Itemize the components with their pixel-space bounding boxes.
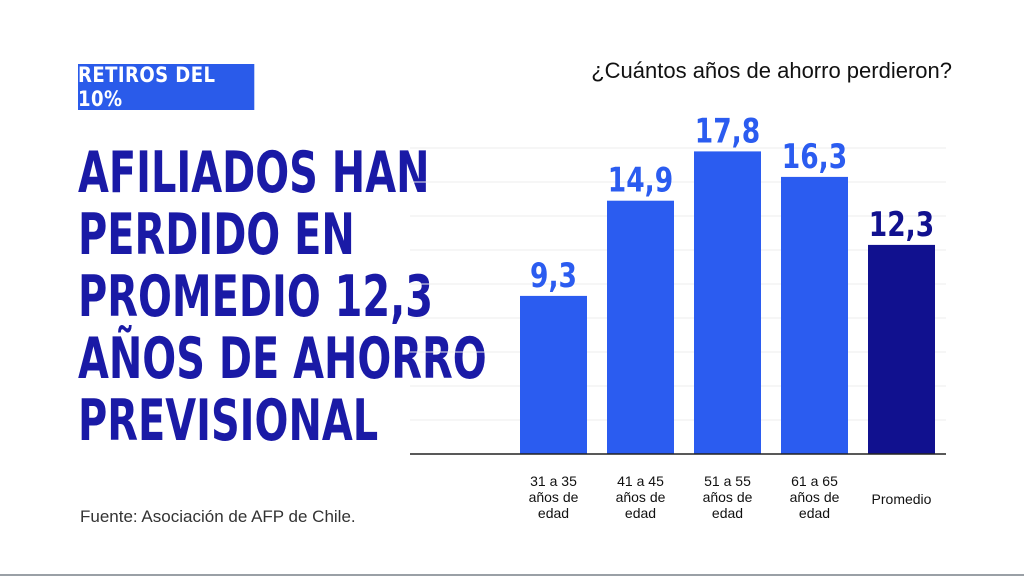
tick-label: edad <box>625 505 656 521</box>
bottom-divider <box>0 574 1024 576</box>
tick-label: edad <box>712 505 743 521</box>
bar <box>781 176 848 454</box>
headline-line: AFILIADOS HAN <box>78 140 430 206</box>
section-tag: RETIROS DEL 10% <box>78 63 255 111</box>
headline-line: PERDIDO EN <box>78 202 355 268</box>
tick-label: edad <box>538 505 569 521</box>
chart-title: ¿Cuántos años de ahorro perdieron? <box>591 58 952 83</box>
tick-label: años de <box>529 489 579 505</box>
bar <box>607 200 674 454</box>
headline-line: PROMEDIO 12,3 <box>78 264 434 330</box>
tick-label: años de <box>703 489 753 505</box>
tick-label: edad <box>799 505 830 521</box>
bar <box>694 151 761 454</box>
tick-label: 41 a 45 <box>617 473 664 489</box>
data-label: 17,8 <box>695 112 760 151</box>
data-label: 14,9 <box>608 162 673 201</box>
data-label: 9,3 <box>530 257 577 296</box>
tick-label: años de <box>616 489 666 505</box>
tick-label: 61 a 65 <box>791 473 838 489</box>
tick-label: Promedio <box>872 491 932 507</box>
bar <box>868 244 935 454</box>
source-note: Fuente: Asociación de AFP de Chile. <box>80 507 356 526</box>
headline-line: PREVISIONAL <box>78 388 379 454</box>
tick-label: 51 a 55 <box>704 473 751 489</box>
bar <box>520 295 587 454</box>
data-label: 12,3 <box>869 206 934 245</box>
tick-label: 31 a 35 <box>530 473 577 489</box>
data-label: 16,3 <box>782 138 847 177</box>
headline: AFILIADOS HAN PERDIDO EN PROMEDIO 12,3 A… <box>78 140 487 454</box>
tick-label: años de <box>790 489 840 505</box>
